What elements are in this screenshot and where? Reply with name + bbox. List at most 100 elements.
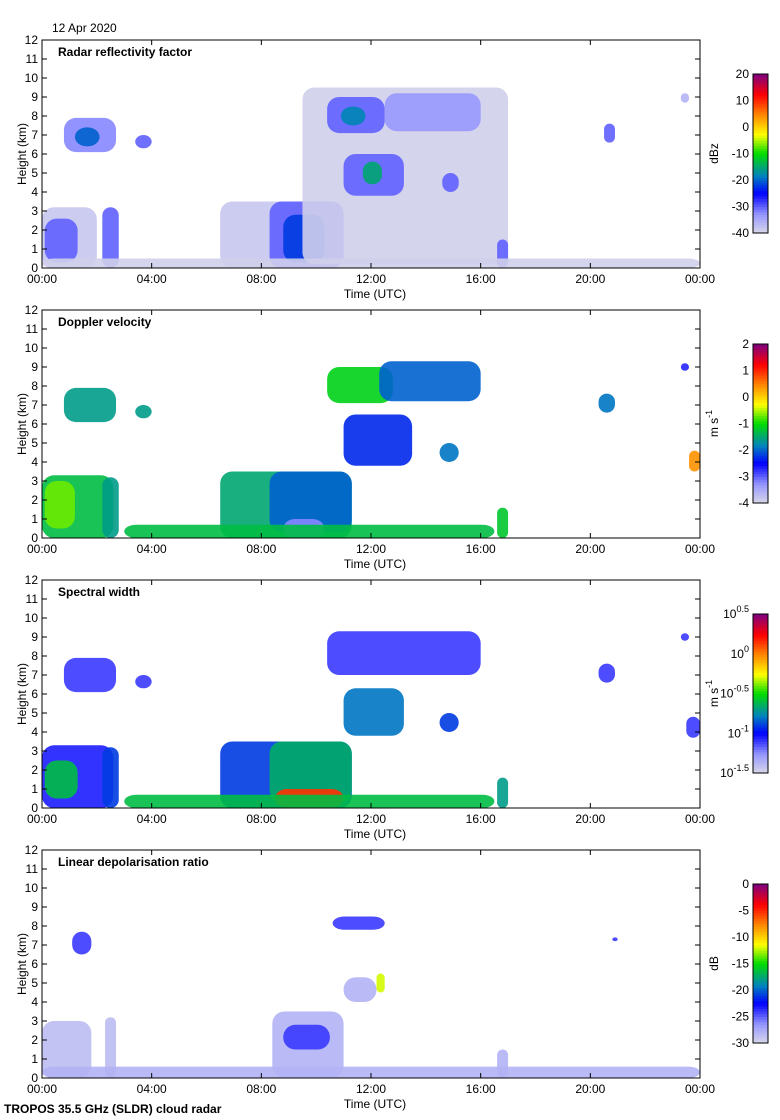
x-tick-label: 16:00 [466, 542, 496, 556]
colorbar-step [753, 990, 768, 994]
colorbar-step [753, 667, 768, 671]
colorbar-step [753, 738, 768, 742]
colorbar-step [753, 402, 768, 406]
colorbar-step [753, 455, 768, 459]
colorbar-step [753, 180, 768, 184]
echo-region [686, 716, 700, 738]
x-tick-label: 08:00 [246, 542, 276, 556]
colorbar-step [753, 195, 768, 200]
colorbar-step [753, 664, 768, 668]
colorbar-step [753, 463, 768, 467]
y-tick-label: 8 [31, 379, 38, 393]
y-tick-label: 12 [25, 33, 39, 47]
colorbar-step [753, 185, 768, 189]
colorbar-step [753, 344, 768, 348]
colorbar-step [753, 166, 768, 170]
colorbar-label: m s-1 [704, 680, 721, 707]
colorbar-tick-label: -10 [732, 930, 750, 944]
panel-1: Radar reflectivity factor012345678910111… [15, 33, 769, 301]
colorbar-step [753, 952, 768, 957]
y-tick-label: 12 [25, 843, 39, 857]
x-tick-label: 20:00 [575, 1082, 605, 1096]
colorbar-step [753, 714, 768, 718]
colorbar-label: dB [707, 956, 721, 971]
panel-title: Doppler velocity [58, 315, 152, 329]
colorbar-step [753, 907, 768, 911]
colorbar-step [753, 1032, 768, 1036]
y-tick-label: 10 [25, 881, 39, 895]
colorbar-tick-label: -3 [738, 470, 749, 484]
colorbar-step [753, 434, 768, 438]
colorbar-step [753, 669, 768, 673]
colorbar-tick-label: -15 [732, 957, 750, 971]
colorbar-step [753, 142, 768, 147]
x-tick-label: 08:00 [246, 272, 276, 286]
colorbar-step [753, 365, 768, 369]
colorbar-step [753, 619, 768, 623]
echo-region [680, 363, 690, 371]
colorbar-step [753, 1005, 768, 1010]
colorbar-tick-label: -30 [732, 200, 750, 214]
echo-region [680, 93, 690, 103]
x-tick-label: 00:00 [27, 272, 57, 286]
colorbar-step [753, 495, 768, 499]
colorbar-step [753, 404, 768, 409]
y-tick-label: 8 [31, 919, 38, 933]
colorbar-step [753, 915, 768, 919]
colorbar-step [753, 698, 768, 702]
colorbar-step [753, 465, 768, 470]
colorbar-step [753, 447, 768, 451]
colorbar-step [753, 685, 768, 689]
x-tick-label: 20:00 [575, 542, 605, 556]
colorbar-step [753, 963, 768, 967]
colorbar-step [753, 426, 768, 430]
colorbar-step [753, 140, 768, 144]
x-tick-label: 00:00 [685, 812, 715, 826]
colorbar-step [753, 407, 768, 411]
x-tick-label: 12:00 [356, 542, 386, 556]
colorbar-step [753, 399, 768, 403]
panel-4: Linear depolarisation ratio0123456789101… [15, 843, 769, 1111]
colorbar-step [753, 148, 768, 152]
x-axis-label: Time (UTC) [344, 827, 406, 841]
colorbar-step [753, 979, 768, 983]
echo-region [135, 135, 152, 149]
colorbar-step [753, 487, 768, 491]
x-tick-label: 16:00 [466, 812, 496, 826]
colorbar-step [753, 354, 768, 358]
echo-region [283, 1024, 330, 1050]
colorbar-step [753, 937, 768, 941]
colorbar-step [753, 765, 768, 769]
colorbar-tick-label: 100 [731, 644, 749, 661]
colorbar-tick-label: -1 [738, 417, 749, 431]
echo-region [439, 713, 459, 732]
colorbar-step [753, 169, 768, 173]
colorbar-step [753, 119, 768, 123]
echo-region [598, 393, 616, 413]
colorbar-step [753, 934, 768, 938]
echo-region [44, 760, 78, 799]
colorbar-step [753, 97, 768, 101]
colorbar-step [753, 754, 768, 758]
panel-title: Spectral width [58, 585, 140, 599]
colorbar-step [753, 74, 768, 78]
y-tick-label: 9 [31, 360, 38, 374]
colorbar-step [753, 717, 768, 721]
colorbar-step [753, 349, 768, 353]
y-axis-label: Height (km) [15, 663, 29, 725]
colorbar-step [753, 134, 768, 139]
colorbar-step [753, 656, 768, 660]
colorbar-step [753, 1013, 768, 1017]
y-tick-label: 5 [31, 706, 38, 720]
colorbar-step [753, 939, 768, 943]
colorbar-step [753, 735, 768, 740]
plot-frame [41, 849, 701, 1079]
colorbar-tick-label: 100.5 [723, 604, 749, 621]
colorbar-step [753, 947, 768, 951]
colorbar-step [753, 108, 768, 112]
x-tick-label: 04:00 [137, 542, 167, 556]
colorbar-step [753, 1024, 768, 1028]
y-tick-label: 2 [31, 1033, 38, 1047]
colorbar-step [753, 696, 768, 700]
y-tick-label: 2 [31, 763, 38, 777]
